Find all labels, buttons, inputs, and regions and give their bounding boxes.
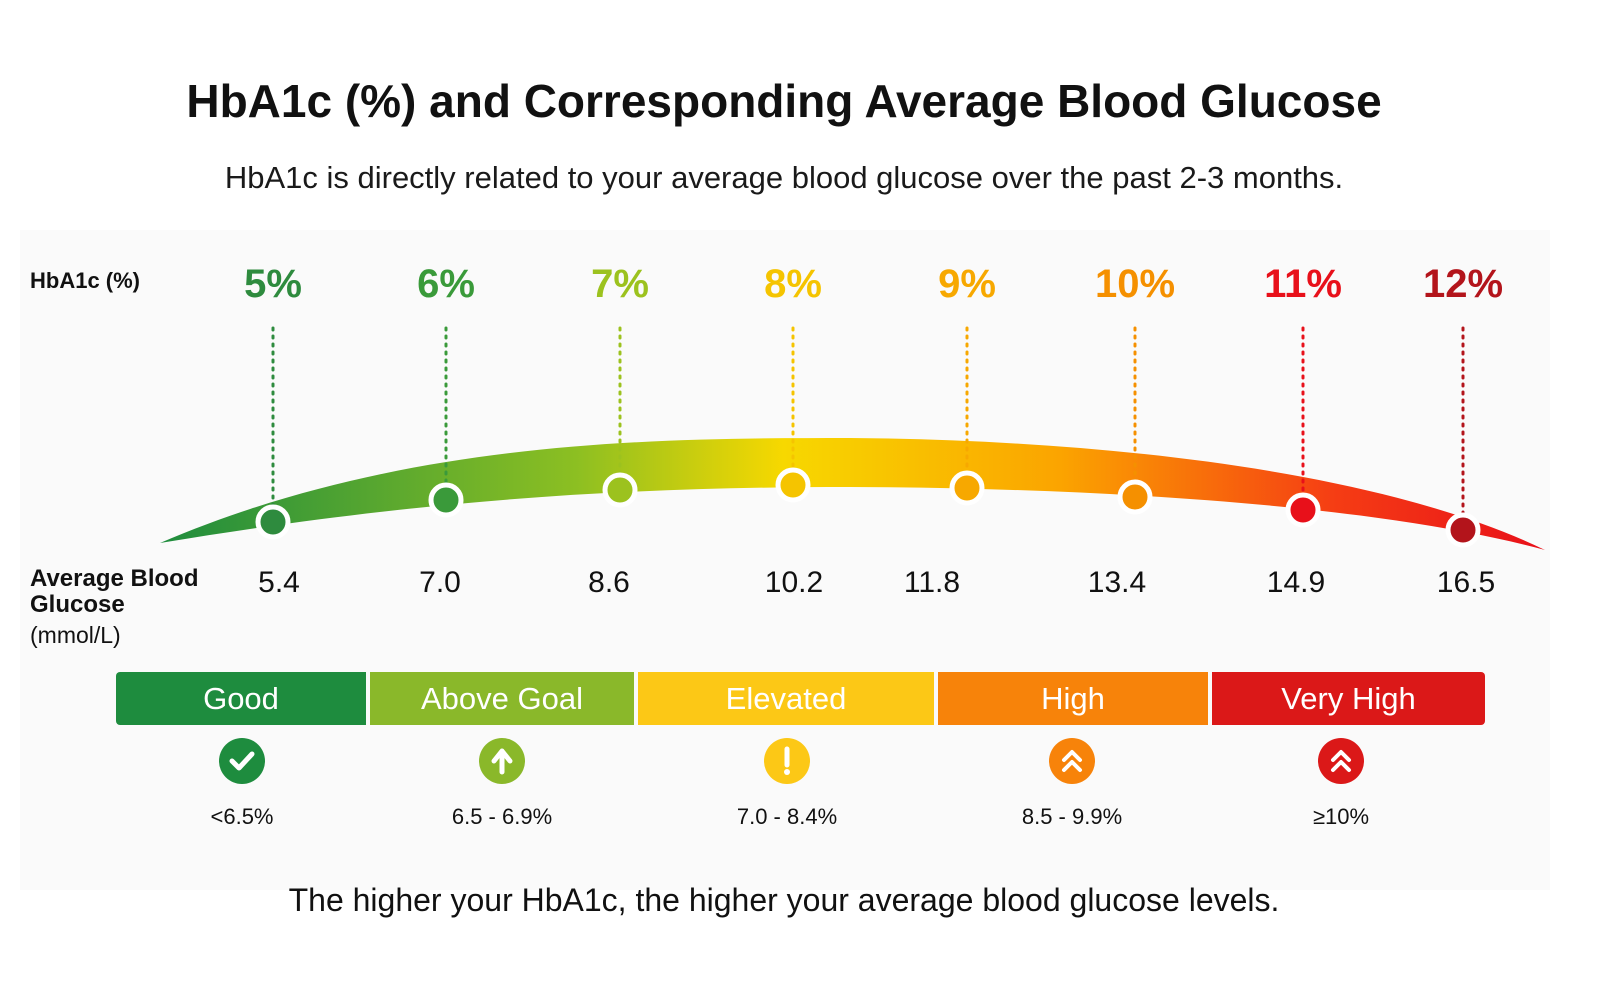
glucose-row-label: Average Blood Glucose: [30, 565, 199, 618]
category-band: Very High: [1212, 672, 1485, 725]
hba1c-value: 12%: [1422, 262, 1504, 306]
page-title: HbA1c (%) and Corresponding Average Bloo…: [186, 75, 1382, 127]
category-range: ≥10%: [1312, 804, 1370, 829]
marker-dot: [428, 482, 464, 518]
glucose-unit: (mmol/L): [30, 622, 121, 648]
category-band: Above Goal: [370, 672, 634, 725]
category-label: Good: [203, 680, 279, 716]
arc-band: [160, 438, 1545, 550]
category-range: 6.5 - 6.9%: [451, 804, 553, 829]
hba1c-value: 9%: [938, 262, 996, 306]
category-band: High: [938, 672, 1208, 725]
marker-dot: [255, 504, 291, 540]
glucose-value: 10.2: [764, 566, 824, 599]
hba1c-value: 10%: [1094, 262, 1176, 306]
glucose-value: 8.6: [588, 566, 630, 599]
marker-dot: [602, 472, 638, 508]
hba1c-value: 11%: [1264, 262, 1342, 306]
check-icon: [219, 738, 265, 784]
double-chevron-up-icon: [1049, 738, 1095, 784]
marker-dot: [1117, 479, 1153, 515]
category-range: 8.5 - 9.9%: [1021, 804, 1123, 829]
glucose-value: 14.9: [1266, 566, 1326, 599]
glucose-value: 16.5: [1436, 566, 1496, 599]
hba1c-value: 8%: [764, 262, 822, 306]
hba1c-value: 7%: [591, 262, 649, 306]
category-label: High: [1041, 680, 1105, 716]
category-range: 7.0 - 8.4%: [736, 804, 838, 829]
arrow-up-icon: [479, 738, 525, 784]
hba1c-row-label: HbA1c (%): [30, 268, 141, 293]
footer-note: The higher your HbA1c, the higher your a…: [288, 882, 1280, 918]
glucose-value: 11.8: [903, 566, 961, 599]
glucose-value: 13.4: [1087, 566, 1147, 599]
category-label: Very High: [1281, 680, 1416, 716]
subtitle: HbA1c is directly related to your averag…: [224, 160, 1344, 195]
category-band: Elevated: [638, 672, 934, 725]
glucose-value: 5.4: [258, 566, 300, 599]
marker-dot: [775, 467, 811, 503]
exclamation-icon: [764, 738, 810, 784]
hba1c-value: 5%: [244, 262, 302, 306]
category-label: Above Goal: [421, 680, 583, 716]
marker-dot: [949, 470, 985, 506]
double-chevron-up-icon: [1318, 738, 1364, 784]
marker-dot: [1445, 512, 1481, 548]
glucose-value: 7.0: [419, 566, 461, 599]
category-range: <6.5%: [210, 804, 274, 829]
hba1c-value: 6%: [417, 262, 475, 306]
category-label: Elevated: [725, 680, 847, 716]
category-band: Good: [116, 672, 366, 725]
marker-dot: [1285, 492, 1321, 528]
